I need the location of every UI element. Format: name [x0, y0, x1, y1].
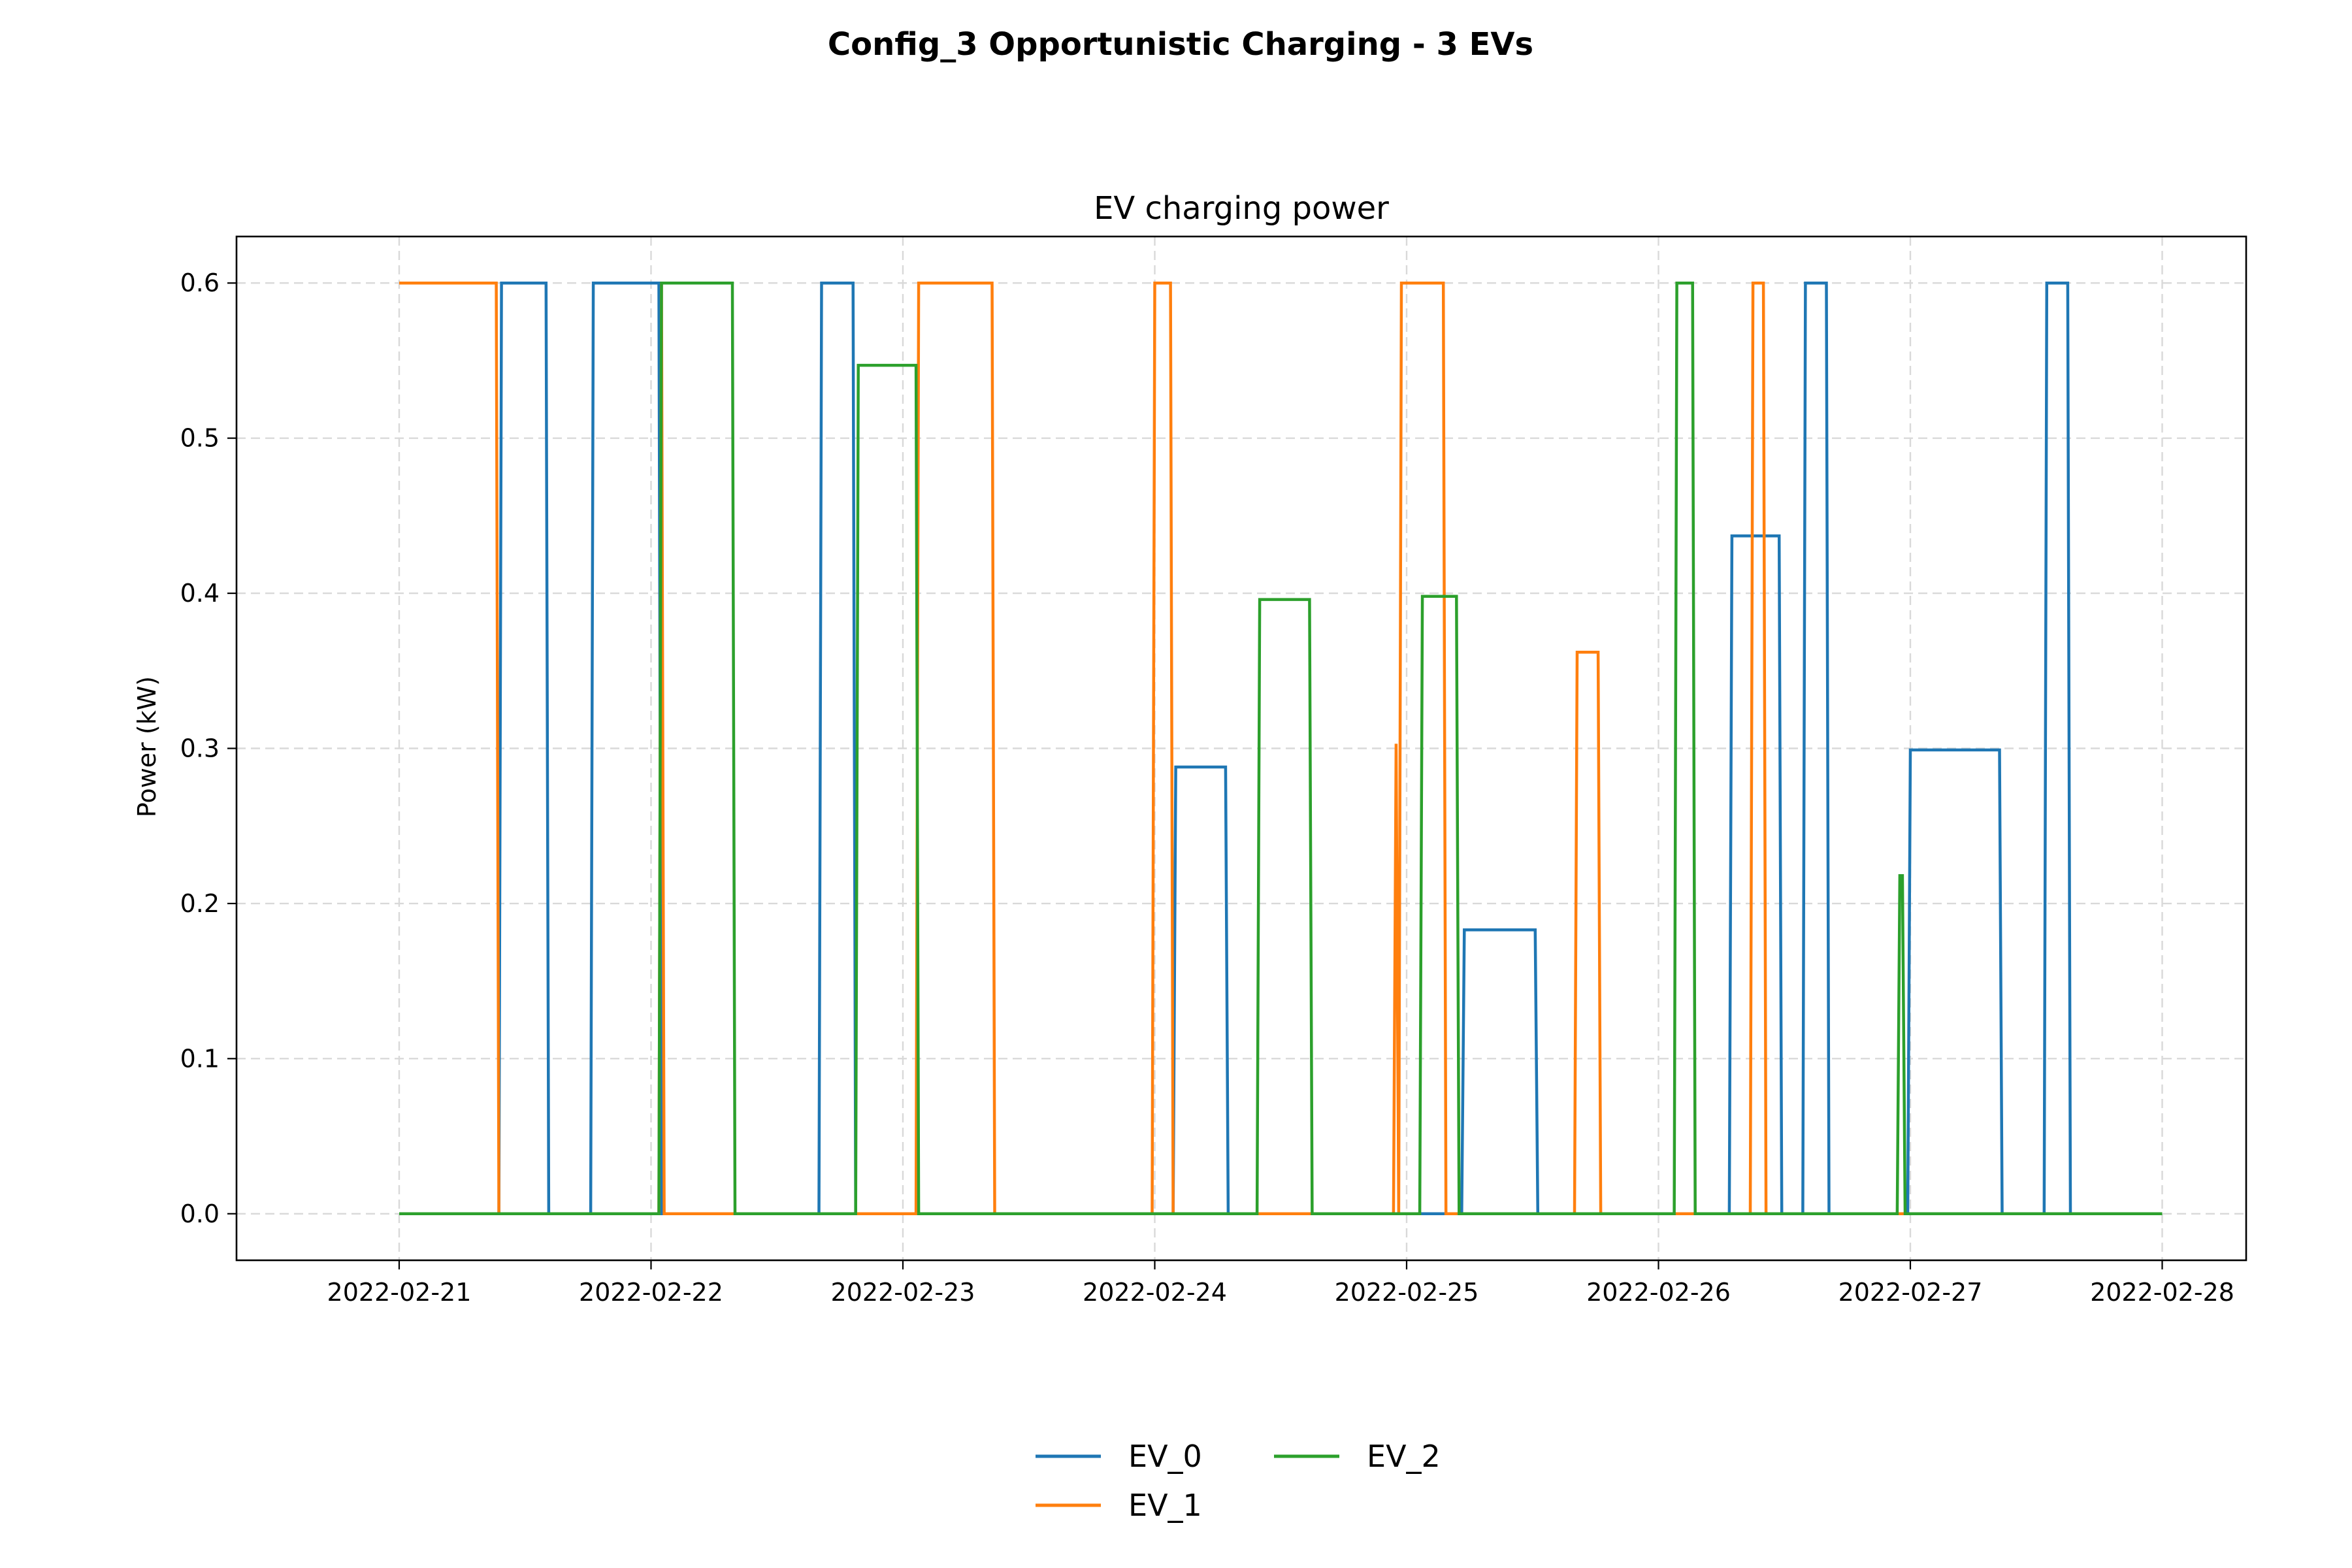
series-line-ev-2	[399, 281, 2163, 1216]
x-tick-label: 2022-02-26	[1586, 1278, 1731, 1307]
y-tick-label: 0.4	[180, 579, 220, 608]
legend-label: EV_1	[1128, 1488, 1202, 1523]
y-tick-label: 0.0	[180, 1200, 220, 1228]
x-tick-label: 2022-02-24	[1083, 1278, 1227, 1307]
x-tick-label: 2022-02-22	[579, 1278, 723, 1307]
y-axis-label: Power (kW)	[133, 676, 161, 817]
y-tick-label: 0.5	[180, 424, 220, 453]
x-tick-label: 2022-02-28	[2090, 1278, 2234, 1307]
figure-title: Config_3 Opportunistic Charging - 3 EVs	[828, 26, 1533, 63]
legend: EV_0 EV_1 EV_2	[1036, 1439, 1441, 1523]
series-line-ev-0	[399, 281, 2163, 1216]
y-tick-label: 0.3	[180, 734, 220, 763]
series-lines	[399, 281, 2163, 1216]
y-tick-label: 0.1	[180, 1044, 220, 1073]
y-tick-label: 0.6	[180, 269, 220, 297]
legend-label: EV_2	[1367, 1439, 1441, 1474]
plot-title: EV charging power	[1094, 190, 1389, 227]
y-tick-label: 0.2	[180, 889, 220, 918]
x-tick-label: 2022-02-23	[831, 1278, 975, 1307]
x-tick-label: 2022-02-21	[327, 1278, 472, 1307]
legend-label: EV_0	[1128, 1439, 1202, 1474]
axis-ticks: 0.0 0.1 0.2 0.3 0.4 0.5 0.6 2022-02-21 2022-02-2…	[180, 269, 2234, 1307]
x-tick-label: 2022-02-27	[1838, 1278, 1983, 1307]
x-tick-label: 2022-02-25	[1335, 1278, 1479, 1307]
